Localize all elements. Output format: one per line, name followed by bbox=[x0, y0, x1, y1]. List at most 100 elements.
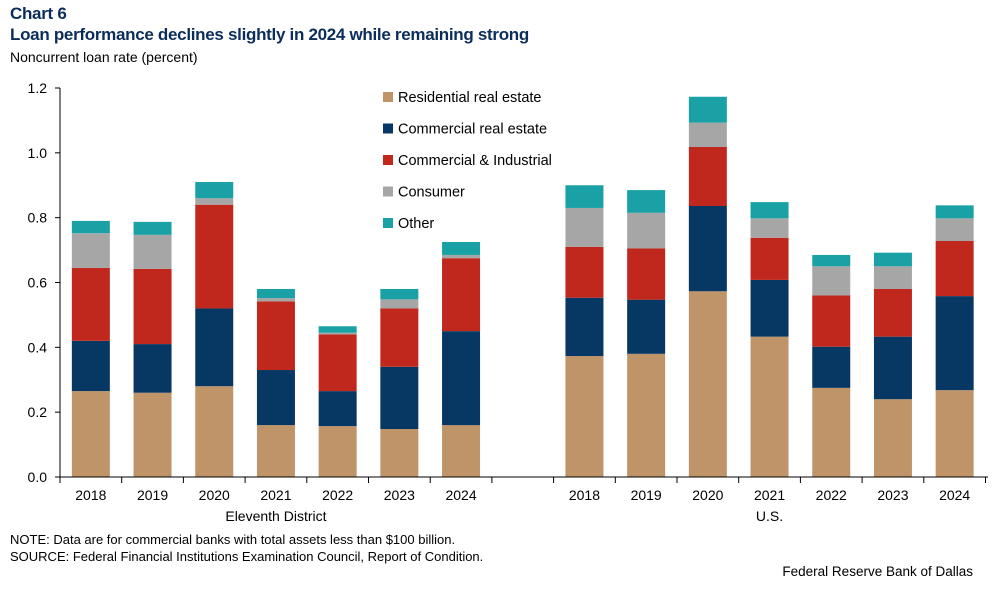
x-axis: 2018 2019 2020 2021 2022 2023 2024 Eleventh Dis… bbox=[59, 476, 988, 524]
bar-segment-consumer bbox=[71, 233, 110, 268]
bars bbox=[71, 96, 974, 477]
bar-segment-other bbox=[380, 288, 419, 300]
legend-swatch bbox=[383, 218, 393, 228]
bar-segment-consumer bbox=[256, 298, 295, 302]
x-tick-label: 2020 bbox=[199, 487, 230, 503]
bar-segment-ci bbox=[750, 237, 789, 280]
x-tick-label: 2021 bbox=[754, 487, 785, 503]
bar-segment-ci bbox=[318, 334, 357, 392]
bar-segment-consumer bbox=[380, 299, 419, 309]
legend-label: Commercial & Industrial bbox=[398, 153, 552, 169]
bar-segment-consumer bbox=[442, 254, 481, 259]
bar-segment-ci bbox=[935, 241, 974, 297]
bar-segment-residential bbox=[688, 291, 727, 477]
x-tick-label: 2022 bbox=[322, 487, 353, 503]
bar-segment-other bbox=[812, 254, 851, 267]
y-tick-label: 0.6 bbox=[28, 275, 48, 291]
legend-swatch bbox=[383, 92, 393, 102]
bar-segment-commercial-re bbox=[442, 331, 481, 426]
bar-segment-residential bbox=[71, 391, 110, 477]
bar-segment-residential bbox=[318, 426, 357, 477]
bar-segment-ci bbox=[133, 268, 172, 345]
y-tick-label: 0.8 bbox=[28, 210, 48, 226]
x-tick-label: 2018 bbox=[569, 487, 600, 503]
bar-segment-residential bbox=[873, 399, 912, 477]
bar-segment-consumer bbox=[688, 122, 727, 147]
bar-segment-other bbox=[318, 326, 357, 333]
bar-segment-residential bbox=[750, 336, 789, 477]
x-tick-label: 2024 bbox=[939, 487, 970, 503]
bar-segment-consumer bbox=[627, 212, 666, 249]
x-tick-label: 2023 bbox=[384, 487, 415, 503]
bar-segment-ci bbox=[873, 288, 912, 337]
bar-segment-ci bbox=[627, 248, 666, 300]
chart-note: NOTE: Data are for commercial banks with… bbox=[10, 532, 456, 547]
x-tick-label: 2021 bbox=[260, 487, 291, 503]
bar-segment-commercial-re bbox=[195, 308, 234, 387]
credit-line: Federal Reserve Bank of Dallas bbox=[782, 564, 973, 579]
bar-segment-commercial-re bbox=[133, 344, 172, 393]
bar-segment-consumer bbox=[565, 207, 604, 247]
y-axis: 0.0 0.2 0.4 0.6 0.8 1.0 1.2 bbox=[28, 80, 61, 485]
bar-segment-other bbox=[133, 221, 172, 235]
bar-segment-ci bbox=[380, 308, 419, 367]
bar-segment-other bbox=[442, 241, 481, 255]
bar-segment-residential bbox=[565, 356, 604, 477]
x-tick-label: 2019 bbox=[137, 487, 168, 503]
bar-segment-commercial-re bbox=[380, 366, 419, 430]
bar-segment-ci bbox=[71, 267, 110, 341]
y-tick-label: 0.4 bbox=[28, 339, 48, 355]
x-tick-label: 2019 bbox=[631, 487, 662, 503]
x-tick-label: 2020 bbox=[692, 487, 723, 503]
bar-segment-residential bbox=[812, 387, 851, 477]
bar-segment-other bbox=[750, 202, 789, 219]
legend-label: Consumer bbox=[398, 185, 465, 201]
legend-label: Residential real estate bbox=[398, 90, 541, 106]
bar-segment-consumer bbox=[812, 266, 851, 296]
bar-segment-ci bbox=[812, 295, 851, 347]
bar-segment-other bbox=[688, 96, 727, 123]
bar-segment-commercial-re bbox=[688, 206, 727, 292]
x-tick-label: 2024 bbox=[445, 487, 476, 503]
legend-label: Commercial real estate bbox=[398, 122, 547, 138]
chart-source: SOURCE: Federal Financial Institutions E… bbox=[10, 549, 484, 564]
y-tick-label: 1.2 bbox=[28, 80, 48, 96]
bar-segment-other bbox=[71, 220, 110, 234]
bar-segment-consumer bbox=[133, 234, 172, 269]
bar-segment-other bbox=[256, 288, 295, 299]
bar-segment-residential bbox=[256, 425, 295, 477]
bar-segment-other bbox=[873, 252, 912, 267]
bar-segment-ci bbox=[195, 204, 234, 309]
bar-segment-commercial-re bbox=[71, 340, 110, 392]
bar-segment-other bbox=[195, 182, 234, 199]
bar-segment-other bbox=[627, 190, 666, 213]
bar-segment-ci bbox=[688, 147, 727, 206]
bar-segment-commercial-re bbox=[256, 370, 295, 426]
group-label: U.S. bbox=[756, 508, 783, 524]
legend-swatch bbox=[383, 123, 393, 134]
bar-segment-consumer bbox=[750, 218, 789, 238]
bar-segment-commercial-re bbox=[318, 391, 357, 427]
group-label: Eleventh District bbox=[225, 508, 326, 524]
y-tick-label: 0.2 bbox=[28, 404, 48, 420]
bar-segment-residential bbox=[627, 353, 666, 477]
bar-segment-ci bbox=[256, 301, 295, 371]
bar-segment-other bbox=[565, 185, 604, 208]
bar-segment-consumer bbox=[873, 266, 912, 289]
x-tick-label: 2023 bbox=[877, 487, 908, 503]
chart-title: Loan performance declines slightly in 20… bbox=[10, 25, 529, 44]
bar-segment-consumer bbox=[195, 198, 234, 205]
x-tick-label: 2018 bbox=[75, 487, 106, 503]
bar-segment-commercial-re bbox=[627, 299, 666, 354]
bar-segment-commercial-re bbox=[565, 297, 604, 357]
bar-segment-ci bbox=[442, 258, 481, 332]
bar-segment-residential bbox=[935, 390, 974, 477]
bar-segment-commercial-re bbox=[873, 336, 912, 400]
legend-label: Other bbox=[398, 216, 434, 232]
chart-number: Chart 6 bbox=[10, 4, 67, 23]
legend-swatch bbox=[383, 155, 393, 165]
bar-segment-commercial-re bbox=[812, 346, 851, 388]
bar-segment-commercial-re bbox=[935, 296, 974, 391]
y-tick-label: 0.0 bbox=[28, 469, 48, 485]
